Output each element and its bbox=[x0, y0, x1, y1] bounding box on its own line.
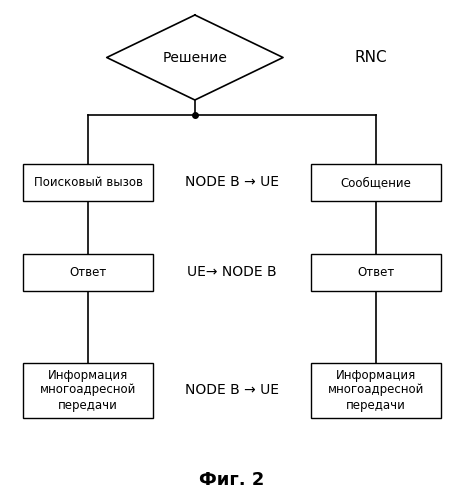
Text: Решение: Решение bbox=[162, 50, 227, 64]
FancyBboxPatch shape bbox=[23, 362, 153, 418]
Text: UE→ NODE B: UE→ NODE B bbox=[187, 266, 276, 280]
FancyBboxPatch shape bbox=[23, 164, 153, 201]
Text: Ответ: Ответ bbox=[357, 266, 394, 279]
Text: Информация
многоадресной
передачи: Информация многоадресной передачи bbox=[40, 368, 136, 412]
Text: RNC: RNC bbox=[354, 50, 387, 65]
Text: Информация
многоадресной
передачи: Информация многоадресной передачи bbox=[327, 368, 423, 412]
Text: Поисковый вызов: Поисковый вызов bbox=[34, 176, 142, 189]
Text: Сообщение: Сообщение bbox=[340, 176, 410, 189]
FancyBboxPatch shape bbox=[310, 164, 440, 201]
FancyBboxPatch shape bbox=[310, 362, 440, 418]
FancyBboxPatch shape bbox=[23, 254, 153, 291]
Text: NODE B → UE: NODE B → UE bbox=[185, 176, 278, 190]
FancyBboxPatch shape bbox=[310, 254, 440, 291]
Text: Фиг. 2: Фиг. 2 bbox=[199, 471, 264, 489]
Text: NODE B → UE: NODE B → UE bbox=[185, 383, 278, 397]
Text: Ответ: Ответ bbox=[69, 266, 106, 279]
